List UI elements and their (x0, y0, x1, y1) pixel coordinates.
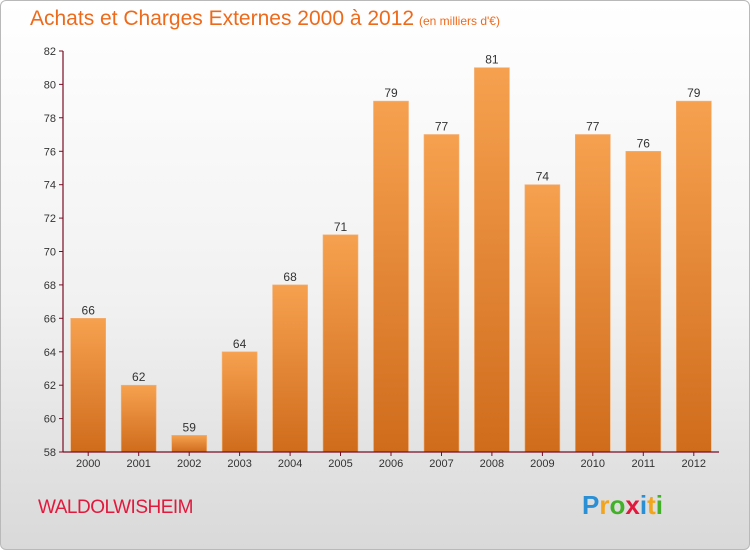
y-tick-label: 74 (44, 180, 56, 192)
y-tick-label: 68 (44, 280, 56, 292)
x-tick-label: 2000 (76, 458, 100, 470)
x-tick-label: 2002 (177, 458, 201, 470)
data-label: 79 (384, 86, 398, 100)
bar (574, 134, 611, 453)
bar (272, 284, 308, 453)
data-label: 68 (283, 270, 297, 284)
commune-name: WALDOLWISHEIM (38, 497, 194, 518)
x-tick-label: 2010 (581, 458, 605, 470)
bar (171, 434, 207, 453)
bar (423, 134, 460, 453)
logo-letter: i (655, 490, 663, 520)
y-tick-label: 58 (44, 447, 56, 459)
data-label: 74 (536, 170, 550, 184)
data-label: 59 (183, 420, 197, 434)
x-tick-label: 2011 (631, 458, 655, 470)
bar (474, 67, 510, 453)
x-tick-label: 2008 (480, 458, 504, 470)
logo-letter: t (647, 490, 656, 520)
bar (322, 234, 359, 453)
data-label: 79 (687, 86, 701, 100)
bar (373, 100, 409, 453)
x-tick-label: 2012 (682, 458, 706, 470)
proxiti-logo[interactable]: Proxiti (582, 490, 663, 521)
bar (675, 100, 712, 453)
logo-letter: r (599, 490, 610, 520)
data-label: 71 (334, 220, 348, 234)
logo-letter: i (639, 490, 648, 520)
x-tick-label: 2007 (429, 458, 453, 470)
data-label: 77 (586, 120, 600, 134)
bar (524, 184, 561, 453)
x-tick-label: 2003 (227, 458, 251, 470)
logo-letter: x (625, 490, 640, 520)
data-label: 81 (485, 53, 499, 67)
bar (70, 317, 106, 453)
y-tick-label: 66 (44, 313, 56, 325)
x-tick-label: 2009 (530, 458, 554, 470)
y-tick-label: 70 (44, 247, 56, 259)
data-label: 66 (82, 303, 96, 317)
data-label: 76 (637, 136, 651, 150)
y-tick-label: 60 (44, 414, 56, 426)
y-tick-label: 80 (44, 79, 56, 91)
data-label: 64 (233, 337, 247, 351)
y-tick-label: 62 (44, 380, 56, 392)
y-tick-label: 76 (44, 146, 56, 158)
bar (120, 384, 157, 453)
y-tick-label: 64 (44, 347, 56, 359)
y-tick-label: 82 (44, 46, 56, 58)
logo-letter: P (582, 490, 600, 520)
chart-title: Achats et Charges Externes 2000 à 2012 (30, 7, 415, 30)
chart-unit: (en milliers d'€) (419, 14, 500, 28)
x-tick-label: 2005 (328, 458, 352, 470)
logo-letter: o (609, 490, 626, 520)
x-tick-label: 2001 (126, 458, 150, 470)
bar (625, 151, 662, 453)
y-tick-label: 78 (44, 113, 56, 125)
x-tick-label: 2006 (379, 458, 403, 470)
bar (221, 351, 258, 453)
y-tick-label: 72 (44, 213, 56, 225)
data-label: 77 (435, 120, 449, 134)
x-tick-label: 2004 (278, 458, 302, 470)
data-label: 62 (132, 370, 146, 384)
